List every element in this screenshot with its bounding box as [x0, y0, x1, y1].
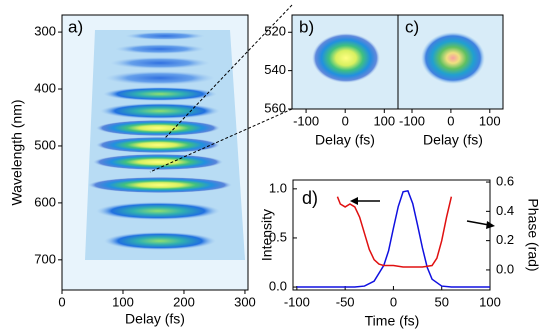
panel-label: a): [68, 17, 83, 36]
y-tick-label: 0.5: [269, 229, 287, 244]
plot-frame: [397, 14, 504, 110]
x-tick-label: 0: [58, 294, 65, 309]
series-line: [296, 189, 490, 288]
y-tick-label: 540: [264, 62, 286, 77]
y-tick-label: 500: [34, 137, 56, 152]
y-tick-label: 1.0: [269, 180, 287, 195]
x-axis-title: Delay (fs): [423, 132, 483, 148]
y-axis-title: Wavelength (nm): [9, 99, 25, 205]
x-tick-label: 100: [112, 294, 134, 309]
x-tick-label: 100: [373, 113, 395, 128]
panel-label: c): [405, 17, 419, 36]
y-tick-label: 300: [34, 24, 56, 39]
x-tick-label: -100: [293, 113, 319, 128]
panel-label: d): [302, 188, 318, 208]
y-tick-label: 400: [34, 80, 56, 95]
x-axis-title: Delay (fs): [125, 311, 185, 327]
y-tick-label: 0.4: [496, 203, 514, 218]
y-tick-label: 520: [264, 24, 286, 39]
y-tick-label: 0.2: [496, 232, 514, 247]
y-tick-label: 0.0: [496, 261, 514, 276]
y2-axis-title: Phase (rad): [525, 198, 541, 271]
heatmap-b: [292, 15, 398, 109]
x-tick-label: -100: [284, 294, 310, 309]
arrows: [350, 197, 495, 229]
y-tick-label: 0.6: [496, 173, 514, 188]
y-tick-label: 600: [34, 194, 56, 209]
x-tick-label: 50: [434, 294, 448, 309]
x-tick-label: 0: [447, 113, 454, 128]
panel-label: b): [299, 17, 314, 36]
plot-frame: [61, 14, 249, 291]
x-tick-label: 0: [390, 294, 397, 309]
x-axis-title: Time (fs): [365, 313, 420, 329]
y-axis-title: Intensity: [259, 209, 275, 261]
connector-lines: [149, 4, 293, 173]
x-tick-label: 0: [342, 113, 349, 128]
x-tick-label: 100: [479, 113, 501, 128]
plot-frame: [292, 179, 491, 291]
x-tick-label: -100: [399, 113, 425, 128]
x-tick-label: 300: [234, 294, 256, 309]
x-tick-label: 100: [479, 294, 501, 309]
y-tick-label: 0.0: [269, 278, 287, 293]
heatmap-a: [62, 15, 248, 290]
y-tick-label: 700: [34, 251, 56, 266]
heatmap-c: [398, 15, 503, 109]
x-tick-label: -50: [336, 294, 355, 309]
x-tick-label: 200: [173, 294, 195, 309]
y-tick-label: 560: [264, 100, 286, 115]
x-axis-title: Delay (fs): [315, 132, 375, 148]
series-line: [336, 196, 453, 268]
